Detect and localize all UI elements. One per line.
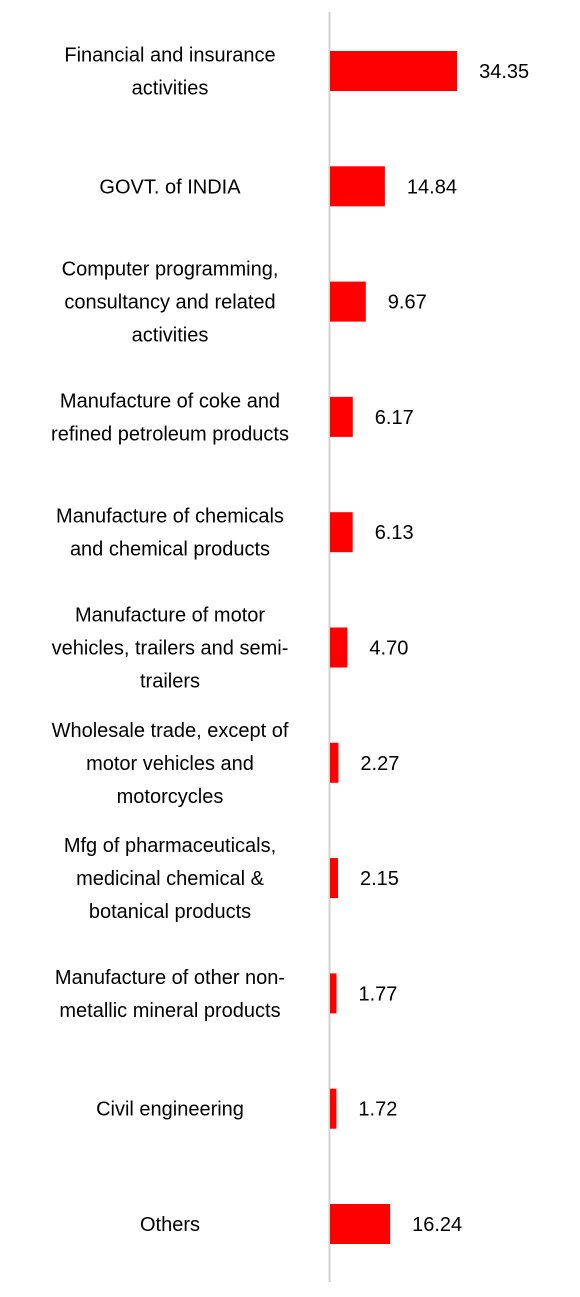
category-label-line: Manufacture of coke and [60, 390, 280, 412]
category-label-4: Manufacture of chemicals and chemical pro… [56, 506, 284, 561]
bar-7 [330, 858, 338, 899]
bar-6 [330, 742, 339, 783]
category-label-line: motorcycles [117, 786, 224, 808]
category-label-line: Manufacture of motor [75, 605, 265, 627]
category-label-5: Manufacture of motor vehicles, trailers a… [52, 605, 289, 693]
value-label-9: 1.72 [358, 1099, 397, 1121]
bar-4 [330, 512, 353, 553]
category-label-line: Computer programming, [62, 259, 279, 281]
value-label-1: 14.84 [407, 176, 457, 198]
bars-layer [330, 51, 458, 1244]
value-label-7: 2.15 [360, 868, 399, 890]
category-label-1: GOVT. of INDIA [99, 176, 241, 198]
value-label-5: 4.70 [369, 638, 408, 660]
bar-10 [330, 1204, 391, 1244]
category-label-line: Wholesale trade, except of [52, 720, 289, 742]
category-label-line: vehicles, trailers and semi- [52, 638, 289, 660]
category-label-10: Others [140, 1214, 200, 1236]
category-label-6: Wholesale trade, except of motor vehicles… [52, 720, 289, 808]
category-label-line: consultancy and related [64, 292, 275, 314]
category-label-2: Computer programming, consultancy and rel… [62, 259, 279, 347]
category-label-line: Manufacture of chemicals [56, 506, 284, 528]
bar-2 [330, 281, 366, 322]
bar-1 [330, 166, 385, 207]
category-label-0: Financial and insurance activities [64, 45, 275, 100]
category-label-line: botanical products [89, 901, 251, 923]
category-label-7: Mfg of pharmaceuticals, medicinal chemica… [64, 835, 276, 923]
labels-layer: 34.35 Financial and insurance activities 14… [51, 45, 529, 1237]
category-label-3: Manufacture of coke and refined petroleum… [51, 390, 289, 445]
category-label-8: Manufacture of other non-metallic minera… [55, 967, 285, 1022]
category-label-line: Manufacture of other non- [55, 967, 285, 989]
category-label-line: and chemical products [70, 539, 270, 561]
category-label-line: Civil engineering [96, 1099, 244, 1121]
value-label-6: 2.27 [360, 753, 399, 775]
category-label-line: medicinal chemical & [76, 868, 265, 890]
category-label-line: GOVT. of INDIA [99, 176, 241, 198]
category-label-line: Financial and insurance [64, 45, 275, 67]
value-label-3: 6.17 [375, 407, 414, 429]
value-label-4: 6.13 [375, 522, 414, 544]
category-label-line: motor vehicles and [86, 753, 254, 775]
category-label-line: refined petroleum products [51, 423, 289, 445]
category-label-line: activities [132, 78, 209, 100]
value-label-0: 34.35 [479, 61, 529, 83]
bar-0 [330, 51, 458, 91]
bar-9 [330, 1088, 337, 1129]
category-label-line: Mfg of pharmaceuticals, [64, 835, 276, 857]
category-label-line: trailers [140, 671, 200, 693]
category-label-line: Others [140, 1214, 200, 1236]
value-label-2: 9.67 [388, 292, 427, 314]
bar-5 [330, 627, 348, 668]
category-label-line: metallic mineral products [59, 1000, 280, 1022]
value-label-10: 16.24 [412, 1214, 462, 1236]
value-label-8: 1.77 [359, 983, 398, 1005]
category-label-9: Civil engineering [96, 1099, 244, 1121]
category-label-line: activities [132, 325, 209, 347]
bar-3 [330, 396, 353, 437]
bar-8 [330, 973, 337, 1014]
